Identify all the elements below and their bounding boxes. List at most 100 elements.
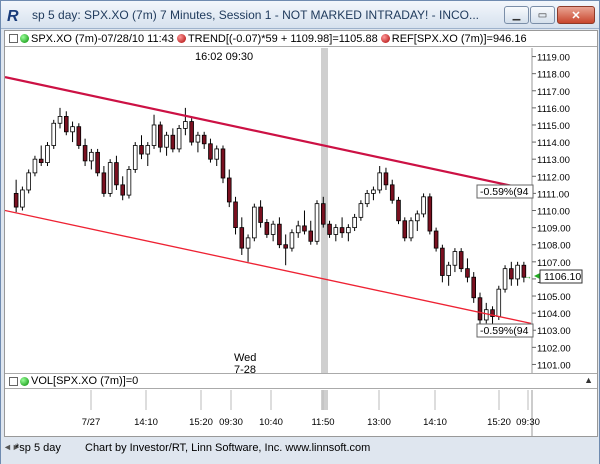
ref-dot-icon[interactable] <box>380 34 390 43</box>
candle-body <box>176 127 182 150</box>
candle-body <box>502 268 508 290</box>
volume-arrow-icon[interactable]: ▲ <box>584 375 593 385</box>
candle-body <box>377 172 382 191</box>
price-tick-label: 1114.00 <box>537 138 570 149</box>
price-legend: SPX.XO (7m)-07/28/10 11:43 TREND[(-0.07)… <box>5 31 597 47</box>
time-tick-label: 7/27 <box>82 417 101 428</box>
candle-body <box>20 189 25 208</box>
last-price-arrow-icon: → <box>523 271 532 281</box>
close-button[interactable]: ✕ <box>557 6 595 24</box>
time-tick-label: 11:50 <box>311 417 334 428</box>
candle-body <box>446 264 451 276</box>
candle-body <box>402 220 408 239</box>
lower-channel-tag-text: -0.59%(94 <box>480 325 529 337</box>
svg-text:R: R <box>7 8 19 24</box>
window-title: sp 5 day: SPX.XO (7m) 7 Minutes, Session… <box>32 8 480 22</box>
volume-dot-icon[interactable] <box>20 377 29 386</box>
candle-body <box>189 121 194 143</box>
price-tick-label: 1119.00 <box>537 53 570 64</box>
maximize-icon: ▭ <box>537 9 548 21</box>
time-tick-label: 14:10 <box>134 417 158 428</box>
price-tick-label: 1115.00 <box>537 121 570 132</box>
candle-body <box>151 124 157 146</box>
price-tick-label: 1103.00 <box>537 326 571 337</box>
maximize-button[interactable]: ▭ <box>530 6 555 24</box>
status-bar: ◄► *sp 5 day Chart by Investor/RT, Linn … <box>1 438 599 464</box>
minimize-button[interactable]: ▁ <box>504 6 529 24</box>
price-tick-label: 1111.00 <box>537 189 569 200</box>
candle-body <box>245 237 251 249</box>
session-time-label: 16:02 09:30 <box>195 51 253 63</box>
price-axis: 1101.001102.001103.001104.001105.001106.… <box>532 53 571 371</box>
candle-body <box>57 116 63 124</box>
last-price-marker: 1106.10 → <box>523 269 583 284</box>
candle-body <box>76 126 82 146</box>
candle-body <box>89 151 94 162</box>
candle-body <box>32 158 38 174</box>
chart-area[interactable]: SPX.XO (7m)-07/28/10 11:43 TREND[(-0.07)… <box>4 30 598 437</box>
candle-body <box>458 251 464 270</box>
candle-body <box>320 203 326 225</box>
candle-body <box>226 177 232 203</box>
price-tick-label: 1108.00 <box>537 241 571 252</box>
price-tick-label: 1101.00 <box>537 360 571 371</box>
candle-body <box>471 276 476 299</box>
candle-body <box>277 223 282 246</box>
time-tick-label: 09:30 <box>516 417 540 428</box>
price-tick-label: 1116.00 <box>537 104 570 115</box>
candle-body <box>371 189 376 194</box>
tab-sp-5-day[interactable]: *sp 5 day <box>15 442 61 454</box>
price-tick-label: 1113.00 <box>537 155 570 166</box>
legend-checkbox[interactable] <box>9 34 18 43</box>
lower-channel-tag: -0.59%(94 <box>476 323 534 338</box>
candle-body <box>383 172 389 186</box>
candle-body <box>308 230 314 242</box>
price-tick-label: 1102.00 <box>537 343 571 354</box>
legend-ref: REF[SPX.XO (7m)]=946.16 <box>391 33 527 45</box>
candle-body <box>170 134 176 150</box>
candle-body <box>509 268 514 280</box>
candle-body <box>346 227 351 234</box>
time-axis-ticks: 7/27 14:10 15:20 09:30 10:40 11:50 13:00 14:10 1… <box>82 390 540 428</box>
day-name-label: Wed <box>234 352 256 364</box>
candle-body <box>82 145 88 162</box>
candle-body <box>333 227 339 235</box>
candle-body <box>70 126 75 133</box>
candle-body <box>252 206 257 239</box>
volume-checkbox[interactable] <box>9 377 18 386</box>
candle-body <box>201 134 207 145</box>
candle-body <box>132 145 138 170</box>
time-tick-label: 13:00 <box>367 417 391 428</box>
upper-channel-line[interactable] <box>5 76 532 192</box>
legend-trend: TREND[(-0.07)*59 + 1109.98]=1105.88 <box>187 33 378 45</box>
candle-body <box>264 222 270 235</box>
candle-body <box>289 232 295 249</box>
candle-body <box>126 169 132 196</box>
volume-label: VOL[SPX.XO (7m)]=0 <box>31 375 139 387</box>
candle-body <box>114 162 119 186</box>
time-tick-label: 15:20 <box>487 417 511 428</box>
candle-body <box>302 225 307 232</box>
tab-scroll-left-icon[interactable]: ◄► <box>3 442 21 452</box>
candle-body <box>427 196 433 232</box>
candle-body <box>339 227 345 234</box>
candle-body <box>389 184 395 201</box>
candle-body <box>258 206 263 223</box>
upper-channel-tag-text: -0.59%(94 <box>480 186 529 198</box>
close-icon: ✕ <box>571 9 581 22</box>
time-axis[interactable]: 7/27 14:10 15:20 09:30 10:40 11:50 13:00 14:10 1… <box>5 390 597 437</box>
candle-body <box>145 145 151 155</box>
candle-body <box>233 201 238 229</box>
price-tick-label: 1117.00 <box>537 87 570 98</box>
price-chart[interactable]: 1101.00 1102.00 1103.00 1104.00 1105.00 1106.… <box>5 48 597 373</box>
candle-body <box>26 172 31 191</box>
candle-body <box>270 223 276 235</box>
lower-channel-line[interactable] <box>5 209 532 325</box>
trend-dot-icon[interactable] <box>176 34 186 43</box>
candle-body <box>220 148 226 179</box>
time-tick-label: 10:40 <box>259 417 283 428</box>
price-tick-label: 1107.00 <box>537 258 571 269</box>
symbol-dot-icon[interactable] <box>20 34 29 43</box>
title-bar[interactable]: R sp 5 day: SPX.XO (7m) 7 Minutes, Sessi… <box>1 1 599 29</box>
